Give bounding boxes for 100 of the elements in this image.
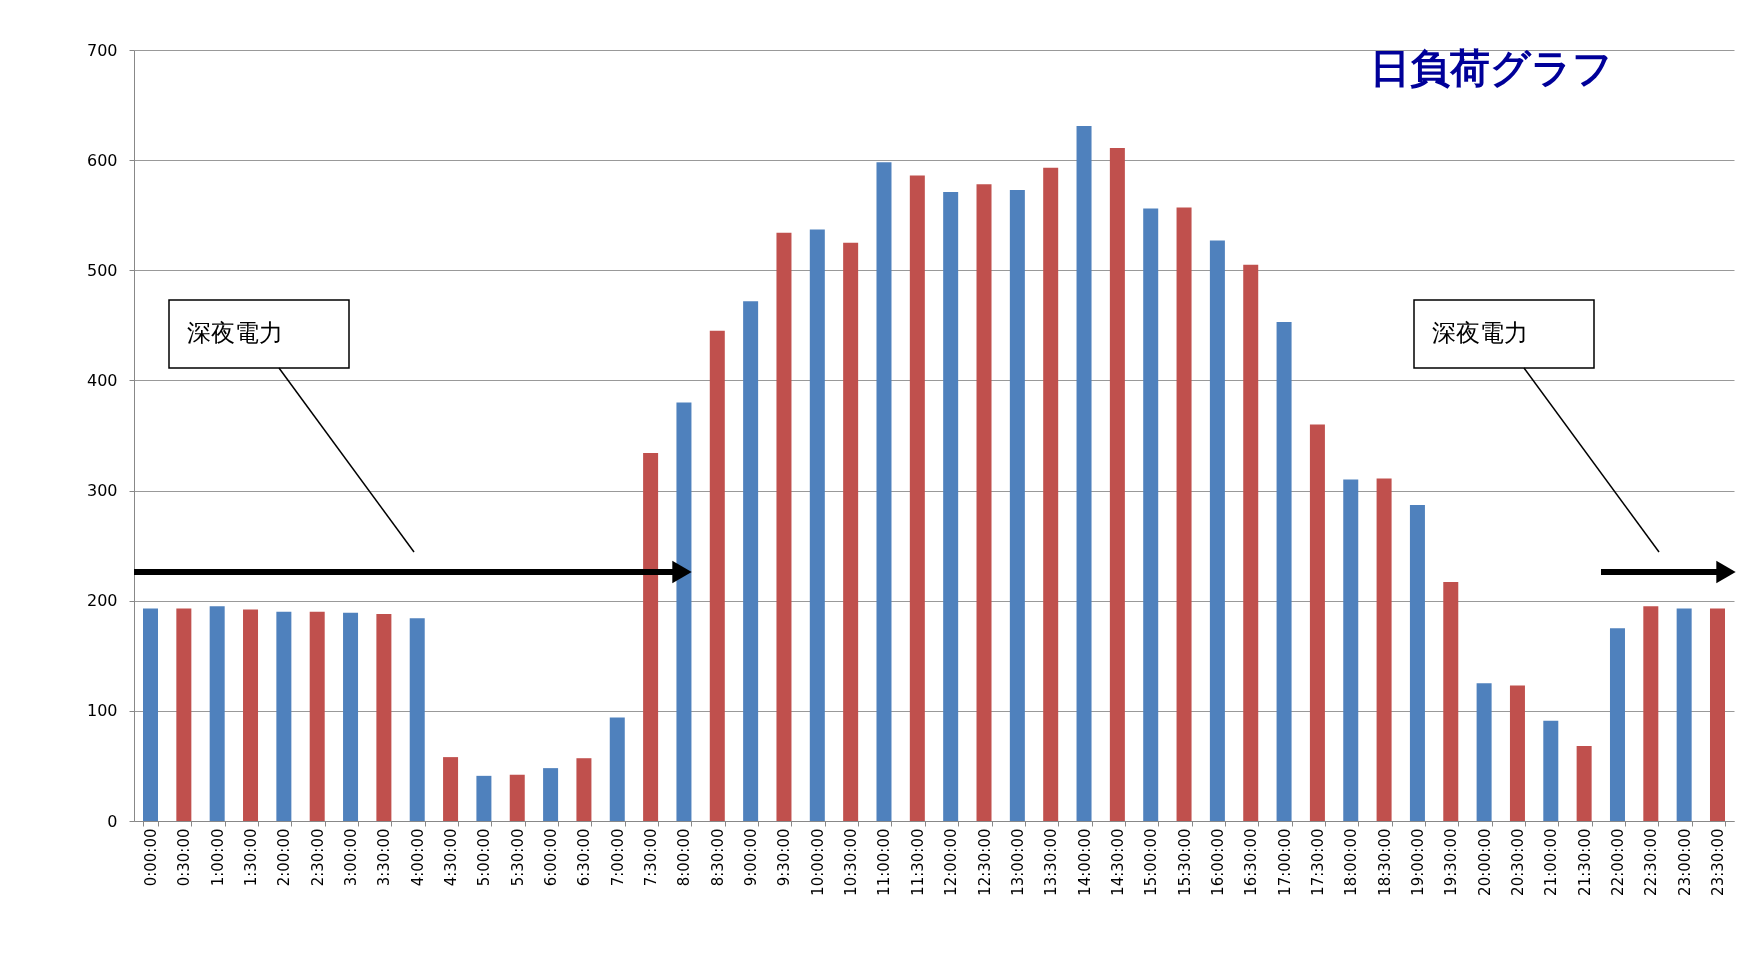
y-tick-label: 600 (86, 150, 118, 170)
x-tick-label: 17:30:00 (1308, 828, 1327, 896)
bar (976, 184, 992, 821)
bar (709, 330, 725, 821)
bar (276, 611, 292, 821)
x-tick-label: 18:30:00 (1375, 828, 1394, 896)
x-tick-label: 17:00:00 (1275, 828, 1294, 896)
chart-title: 日負荷グラフ (1369, 45, 1613, 91)
x-tick-label: 5:30:00 (508, 828, 527, 887)
x-tick-label: 12:00:00 (942, 828, 961, 896)
bar (643, 453, 659, 821)
x-tick-label: 14:30:00 (1108, 828, 1127, 896)
y-tick-label: 400 (86, 370, 118, 390)
x-tick-label: 4:00:00 (408, 828, 427, 887)
x-tick-label: 21:00:00 (1542, 828, 1561, 896)
bar (843, 242, 859, 821)
bar (1109, 148, 1125, 821)
bar (943, 192, 959, 821)
x-tick-label: 19:30:00 (1442, 828, 1461, 896)
y-tick-label: 100 (86, 701, 118, 721)
x-tick-label: 21:30:00 (1575, 828, 1594, 896)
x-tick-label: 10:30:00 (842, 828, 861, 896)
bar (343, 612, 359, 821)
bar (543, 768, 559, 821)
bar (1609, 628, 1625, 821)
bar (309, 611, 325, 821)
bar (1209, 240, 1225, 821)
bar (376, 613, 392, 821)
bar (1176, 207, 1192, 821)
x-tick-label: 1:00:00 (208, 828, 227, 887)
bar (143, 608, 159, 821)
x-tick-label: 19:00:00 (1408, 828, 1427, 896)
bar (1276, 322, 1292, 821)
y-tick-label: 500 (86, 260, 118, 280)
bar (1043, 167, 1059, 821)
annotation: 深夜電力 (1432, 319, 1528, 347)
bar (176, 608, 192, 821)
bar (409, 618, 425, 821)
annotation: 深夜電力 (187, 319, 283, 347)
bar (1543, 720, 1559, 821)
x-tick-label: 8:00:00 (675, 828, 694, 887)
bar (1476, 683, 1492, 821)
bar (1243, 264, 1259, 821)
x-tick-label: 0:30:00 (175, 828, 194, 887)
x-tick-label: 20:00:00 (1475, 828, 1494, 896)
x-tick-label: 3:00:00 (342, 828, 361, 887)
x-tick-label: 16:00:00 (1208, 828, 1227, 896)
bar (1143, 208, 1159, 821)
bar (743, 301, 759, 821)
y-tick-label: 0 (107, 811, 118, 831)
bar (1709, 608, 1725, 821)
x-tick-label: 4:30:00 (442, 828, 461, 887)
x-tick-label: 20:30:00 (1508, 828, 1527, 896)
x-tick-label: 16:30:00 (1242, 828, 1261, 896)
x-tick-label: 8:30:00 (708, 828, 727, 887)
bar (1409, 504, 1425, 821)
x-tick-label: 6:00:00 (542, 828, 561, 887)
bar (1309, 424, 1325, 821)
x-tick-label: 9:00:00 (742, 828, 761, 887)
x-tick-label: 13:00:00 (1008, 828, 1027, 896)
bar (909, 175, 925, 821)
bar (509, 774, 525, 821)
bar (1576, 746, 1592, 821)
x-tick-label: 6:30:00 (575, 828, 594, 887)
bar (876, 162, 892, 821)
x-tick-label: 10:00:00 (808, 828, 827, 896)
x-tick-label: 1:30:00 (242, 828, 261, 887)
bar (576, 758, 592, 821)
x-tick-label: 11:30:00 (908, 828, 927, 896)
bar (1009, 189, 1025, 821)
bar (776, 232, 792, 821)
x-tick-label: 18:00:00 (1342, 828, 1361, 896)
x-tick-label: 15:00:00 (1142, 828, 1161, 896)
x-tick-label: 15:30:00 (1175, 828, 1194, 896)
bar (443, 757, 459, 821)
x-tick-label: 13:30:00 (1042, 828, 1061, 896)
bar (1076, 126, 1092, 821)
x-tick-label: 9:30:00 (775, 828, 794, 887)
x-tick-label: 7:30:00 (642, 828, 661, 887)
x-tick-label: 22:00:00 (1608, 828, 1627, 896)
bar (1376, 478, 1392, 821)
x-tick-label: 12:30:00 (975, 828, 994, 896)
x-tick-label: 7:00:00 (608, 828, 627, 887)
y-tick-label: 200 (86, 591, 118, 611)
x-tick-label: 0:00:00 (142, 828, 160, 887)
x-tick-label: 14:00:00 (1075, 828, 1094, 896)
x-tick-label: 23:00:00 (1675, 828, 1694, 896)
y-tick-label: 700 (86, 40, 118, 60)
x-tick-label: 11:00:00 (875, 828, 894, 896)
bar (1343, 479, 1359, 821)
x-tick-label: 22:30:00 (1642, 828, 1661, 896)
bar (1443, 581, 1459, 821)
bar (609, 717, 625, 821)
bar (209, 606, 225, 821)
x-tick-label: 2:00:00 (275, 828, 294, 887)
bar (1509, 685, 1525, 821)
x-tick-label: 3:30:00 (375, 828, 394, 887)
x-tick-label: 23:30:00 (1709, 828, 1727, 896)
y-tick-label: 300 (86, 481, 118, 501)
bar (243, 609, 259, 821)
